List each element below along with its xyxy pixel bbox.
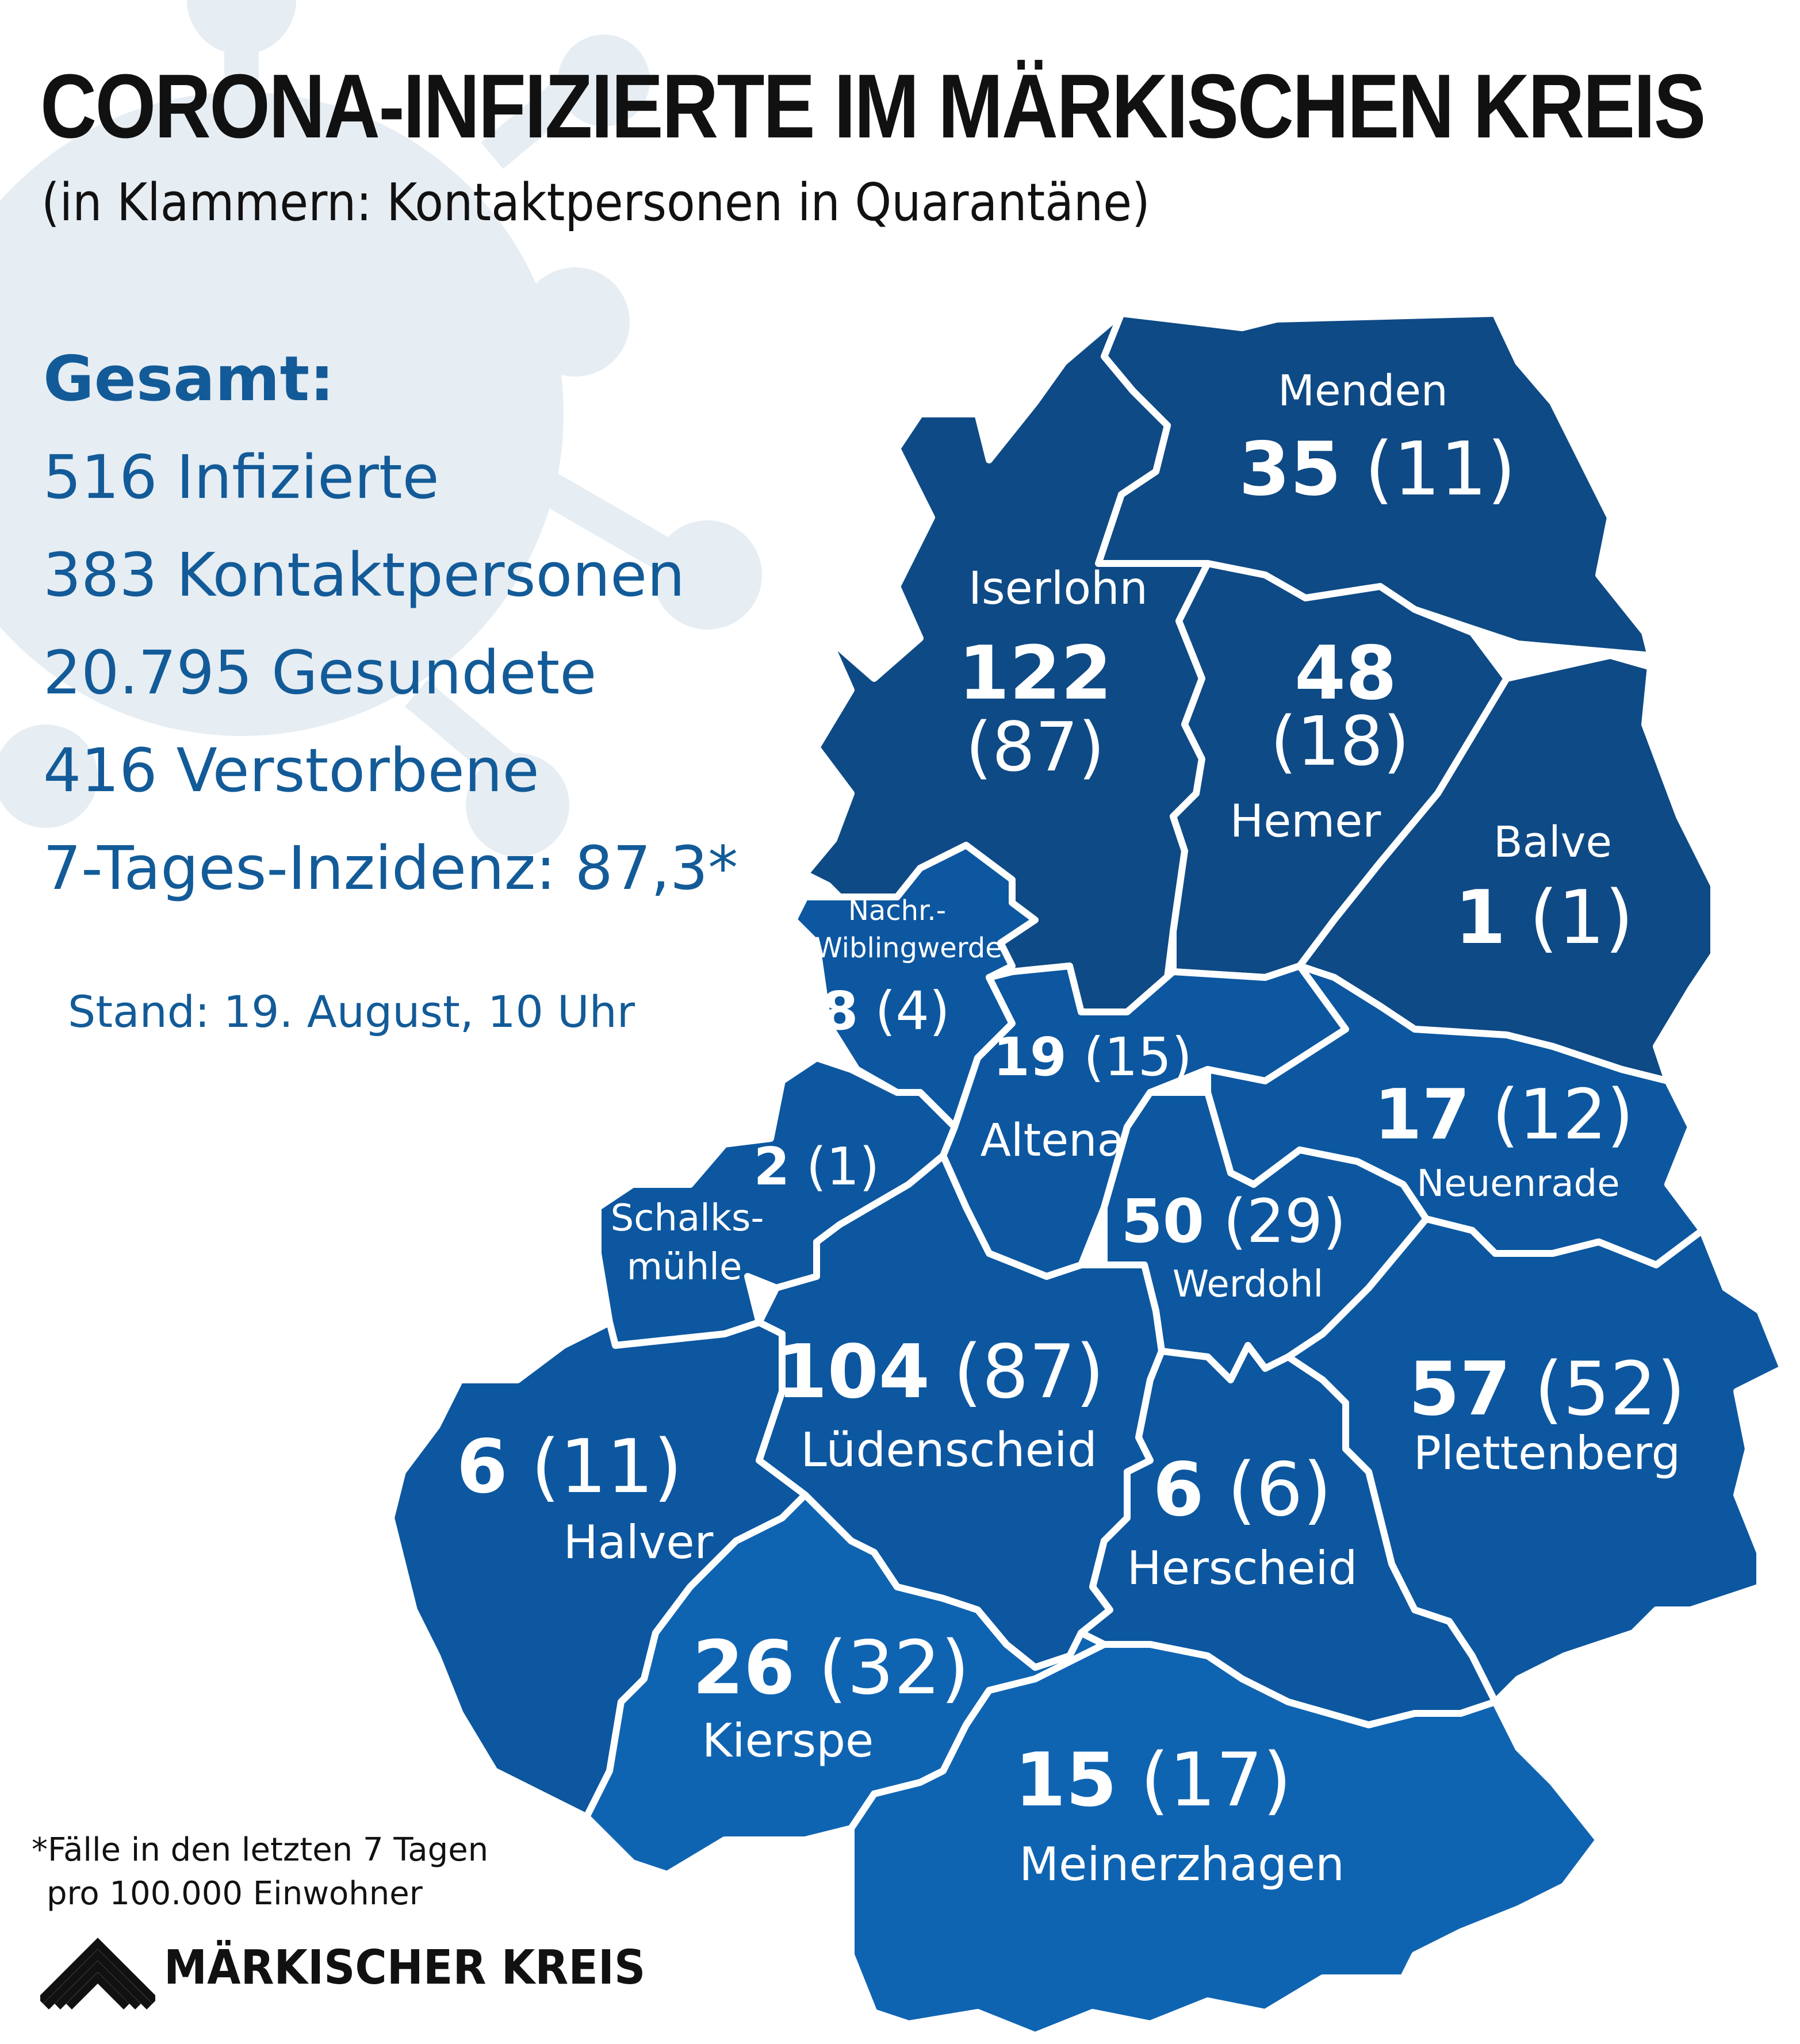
region-name: Herscheid <box>1127 1541 1358 1595</box>
virus-background-icon <box>0 0 762 857</box>
contacts-count: (87) <box>966 707 1105 787</box>
summary-contacts: 383 Kontaktpersonen <box>43 540 685 610</box>
infected-count: 2 <box>754 1137 790 1197</box>
label-kierspe: 26 (32) Kierspe <box>692 1625 970 1767</box>
infected-count: 57 <box>1408 1347 1511 1432</box>
svg-text:2 (1): 2 (1) <box>754 1137 880 1197</box>
contacts-count: (11) <box>531 1424 683 1510</box>
region-name-line2: Wiblingwerde <box>815 932 1002 964</box>
infected-count: 48 <box>1295 631 1397 716</box>
label-luedenscheid: 104 (87) Lüdenscheid <box>776 1329 1105 1478</box>
svg-text:1 (1): 1 (1) <box>1454 875 1633 961</box>
infected-count: 35 <box>1239 427 1341 512</box>
svg-text:15 (17): 15 (17) <box>1014 1738 1292 1823</box>
label-neuenrade: 17 (12) Neuenrade <box>1374 1075 1633 1205</box>
region-name: Meinerzhagen <box>1019 1838 1345 1891</box>
contacts-count: (6) <box>1227 1447 1331 1533</box>
infected-count: 15 <box>1014 1738 1117 1823</box>
label-altena: 19 (15) Altena <box>981 1026 1192 1167</box>
contacts-count: (17) <box>1140 1738 1292 1823</box>
infected-count: 122 <box>958 631 1112 716</box>
region-schalksmuehle[interactable] <box>595 1054 958 1349</box>
region-name: Menden <box>1278 366 1448 416</box>
svg-text:17 (12): 17 (12) <box>1374 1075 1633 1155</box>
page-title: CORONA-INFIZIERTE IM MÄRKISCHEN KREIS <box>40 56 1706 157</box>
contacts-count: (32) <box>818 1625 970 1711</box>
svg-text:6 (11): 6 (11) <box>457 1424 683 1510</box>
label-menden: Menden 35 (11) <box>1239 366 1516 512</box>
contacts-count: (18) <box>1270 701 1410 781</box>
infected-count: 50 <box>1121 1186 1204 1256</box>
svg-text:35 (11): 35 (11) <box>1239 427 1516 512</box>
summary-heading: Gesamt: <box>43 343 335 415</box>
contacts-count: (15) <box>1083 1026 1192 1088</box>
contacts-count: (29) <box>1223 1186 1346 1256</box>
region-name: Neuenrade <box>1416 1163 1619 1205</box>
contacts-count: (1) <box>806 1137 880 1197</box>
region-name: Kierspe <box>702 1714 874 1767</box>
footnote-line2: pro 100.000 Einwohner <box>47 1875 423 1912</box>
infected-count: 1 <box>1454 875 1506 961</box>
region-name: Altena <box>981 1115 1125 1167</box>
svg-text:50 (29): 50 (29) <box>1121 1186 1346 1256</box>
region-name-line2: mühle <box>627 1246 742 1288</box>
summary-panel: Gesamt: 516 Infizierte 383 Kontaktperson… <box>43 331 738 917</box>
svg-text:6 (6): 6 (6) <box>1152 1447 1331 1533</box>
region-name: Iserlohn <box>968 563 1148 615</box>
footnote-line1: *Fälle in den letzten 7 Tagen <box>32 1831 489 1869</box>
region-meinerzhagen[interactable] <box>848 1641 1602 2039</box>
label-iserlohn: Iserlohn 122 (87) <box>958 563 1148 787</box>
summary-recovered: 20.795 Gesundete <box>43 638 597 708</box>
svg-text:26 (32): 26 (32) <box>692 1625 970 1711</box>
timestamp: Stand: 19. August, 10 Uhr <box>68 986 635 1037</box>
contacts-count: (12) <box>1492 1075 1633 1155</box>
region-name: Halver <box>564 1516 714 1569</box>
svg-text:57 (52): 57 (52) <box>1408 1347 1686 1432</box>
infected-count: 26 <box>692 1625 795 1711</box>
svg-text:104 (87): 104 (87) <box>776 1329 1105 1415</box>
label-meinerzhagen: 15 (17) Meinerzhagen <box>1014 1738 1345 1891</box>
contacts-count: (87) <box>953 1329 1105 1415</box>
label-herscheid: 6 (6) Herscheid <box>1127 1447 1358 1595</box>
roof-chevrons-icon <box>40 1938 155 2010</box>
infected-count: 17 <box>1374 1075 1470 1155</box>
contacts-count: (52) <box>1534 1347 1686 1432</box>
region-name-line1: Nachr.- <box>848 895 946 927</box>
infected-count: 6 <box>457 1424 508 1510</box>
label-plettenberg: 57 (52) Plettenberg <box>1408 1347 1686 1480</box>
infected-count: 104 <box>776 1329 930 1415</box>
summary-deceased: 416 Verstorbene <box>43 735 539 806</box>
region-name: Werdohl <box>1173 1263 1323 1306</box>
infected-count: 6 <box>1152 1447 1204 1533</box>
region-name: Balve <box>1493 818 1612 867</box>
region-name: Lüdenscheid <box>801 1423 1097 1478</box>
label-balve: Balve 1 (1) <box>1454 818 1633 961</box>
summary-infected: 516 Infizierte <box>43 442 439 512</box>
label-halver: 6 (11) Halver <box>457 1424 714 1569</box>
logo-text: MÄRKISCHER KREIS <box>164 1941 646 1995</box>
infected-count: 19 <box>993 1026 1067 1088</box>
label-nachrodt: Nachr.- Wiblingwerde 8 (4) <box>815 895 1002 1042</box>
svg-text:19 (15): 19 (15) <box>993 1026 1192 1088</box>
label-werdohl: 50 (29) Werdohl <box>1121 1186 1346 1306</box>
contacts-count: (4) <box>875 980 949 1042</box>
region-name: Plettenberg <box>1414 1426 1681 1480</box>
label-schalksmuehle: 2 (1) Schalks- mühle <box>611 1137 880 1288</box>
region-name-line1: Schalks- <box>611 1197 764 1240</box>
summary-incidence: 7-Tages-Inzidenz: 87,3* <box>43 833 738 903</box>
footnote: *Fälle in den letzten 7 Tagen pro 100.00… <box>32 1828 488 1916</box>
svg-text:8 (4): 8 (4) <box>821 980 950 1042</box>
label-hemer: 48 (18) Hemer <box>1230 631 1410 847</box>
contacts-count: (1) <box>1529 875 1633 961</box>
region-name: Hemer <box>1230 796 1382 847</box>
contacts-count: (11) <box>1365 427 1516 512</box>
page-subtitle: (in Klammern: Kontaktpersonen in Quarant… <box>41 172 1150 233</box>
infected-count: 8 <box>821 980 858 1042</box>
